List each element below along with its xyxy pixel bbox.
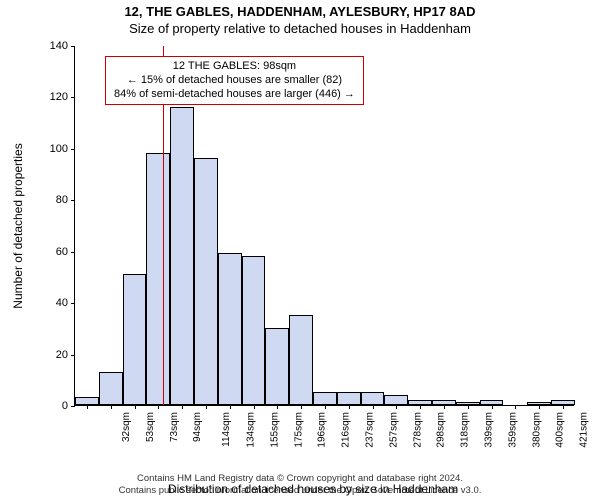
y-tick-label: 80 (38, 194, 68, 206)
x-tick-mark (373, 405, 374, 409)
y-tick-mark (71, 200, 75, 201)
y-tick-label: 140 (38, 40, 68, 52)
x-tick-label: 73sqm (169, 412, 180, 442)
x-tick-mark (539, 405, 540, 409)
y-tick-mark (71, 303, 75, 304)
x-tick-label: 114sqm (221, 412, 232, 447)
histogram-bar (289, 315, 313, 405)
x-tick-mark (111, 405, 112, 409)
histogram-bar (99, 372, 123, 405)
histogram-bar (242, 256, 266, 405)
x-tick-mark (420, 405, 421, 409)
histogram-bar (313, 392, 337, 405)
x-tick-mark (515, 405, 516, 409)
y-tick-mark (71, 46, 75, 47)
y-tick-label: 60 (38, 246, 68, 258)
x-tick-label: 175sqm (293, 412, 304, 448)
y-axis-label: Number of detached properties (11, 143, 25, 308)
histogram-bar (361, 392, 385, 405)
page-title-address: 12, THE GABLES, HADDENHAM, AYLESBURY, HP… (0, 4, 600, 19)
x-tick-mark (444, 405, 445, 409)
x-tick-mark (230, 405, 231, 409)
histogram-bar (170, 107, 194, 405)
x-tick-label: 94sqm (192, 412, 203, 442)
page-subtitle: Size of property relative to detached ho… (0, 21, 600, 36)
y-tick-mark (71, 406, 75, 407)
x-tick-label: 155sqm (269, 412, 280, 448)
y-tick-label: 0 (38, 400, 68, 412)
footer-line-2: Contains public sector information licen… (0, 485, 600, 496)
y-tick-mark (71, 97, 75, 98)
histogram-bar (75, 397, 99, 405)
x-tick-label: 32sqm (121, 412, 132, 442)
histogram-bar (218, 253, 242, 405)
histogram-bar (337, 392, 361, 405)
x-tick-mark (468, 405, 469, 409)
callout-line: 84% of semi-detached houses are larger (… (114, 88, 355, 102)
x-tick-mark (396, 405, 397, 409)
x-tick-mark (87, 405, 88, 409)
x-tick-label: 278sqm (412, 412, 423, 448)
callout-line: 12 THE GABLES: 98sqm (114, 60, 355, 74)
x-tick-label: 298sqm (436, 412, 447, 448)
x-tick-label: 380sqm (531, 412, 542, 448)
x-tick-label: 400sqm (555, 412, 566, 448)
y-tick-mark (71, 252, 75, 253)
y-tick-label: 100 (38, 143, 68, 155)
x-tick-mark (158, 405, 159, 409)
histogram-bar (146, 153, 170, 405)
x-tick-mark (182, 405, 183, 409)
x-tick-mark (301, 405, 302, 409)
histogram-bar (194, 158, 218, 405)
y-tick-label: 120 (38, 91, 68, 103)
x-tick-label: 237sqm (364, 412, 375, 448)
histogram-chart: Number of detached properties 0204060801… (48, 46, 578, 438)
x-tick-label: 216sqm (341, 412, 352, 448)
x-tick-label: 196sqm (317, 412, 328, 448)
attribution-footer: Contains HM Land Registry data © Crown c… (0, 473, 600, 496)
x-tick-label: 339sqm (483, 412, 494, 448)
y-tick-label: 40 (38, 297, 68, 309)
y-tick-mark (71, 149, 75, 150)
histogram-bar (384, 395, 408, 405)
histogram-bar (265, 328, 289, 405)
x-tick-mark (325, 405, 326, 409)
x-tick-mark (492, 405, 493, 409)
y-tick-mark (71, 355, 75, 356)
x-tick-mark (349, 405, 350, 409)
callout-line: ← 15% of detached houses are smaller (82… (114, 74, 355, 88)
x-tick-mark (206, 405, 207, 409)
property-callout-box: 12 THE GABLES: 98sqm← 15% of detached ho… (105, 56, 364, 105)
histogram-bar (123, 274, 147, 405)
x-tick-label: 257sqm (388, 412, 399, 448)
y-tick-label: 20 (38, 349, 68, 361)
x-tick-label: 421sqm (579, 412, 590, 448)
x-tick-mark (563, 405, 564, 409)
x-tick-label: 359sqm (507, 412, 518, 448)
x-tick-label: 134sqm (245, 412, 256, 448)
x-tick-mark (254, 405, 255, 409)
x-tick-label: 318sqm (460, 412, 471, 448)
x-tick-label: 53sqm (145, 412, 156, 442)
x-tick-mark (277, 405, 278, 409)
plot-area: 02040608010012014032sqm53sqm73sqm94sqm11… (74, 46, 574, 406)
footer-line-1: Contains HM Land Registry data © Crown c… (0, 473, 600, 484)
x-tick-mark (135, 405, 136, 409)
